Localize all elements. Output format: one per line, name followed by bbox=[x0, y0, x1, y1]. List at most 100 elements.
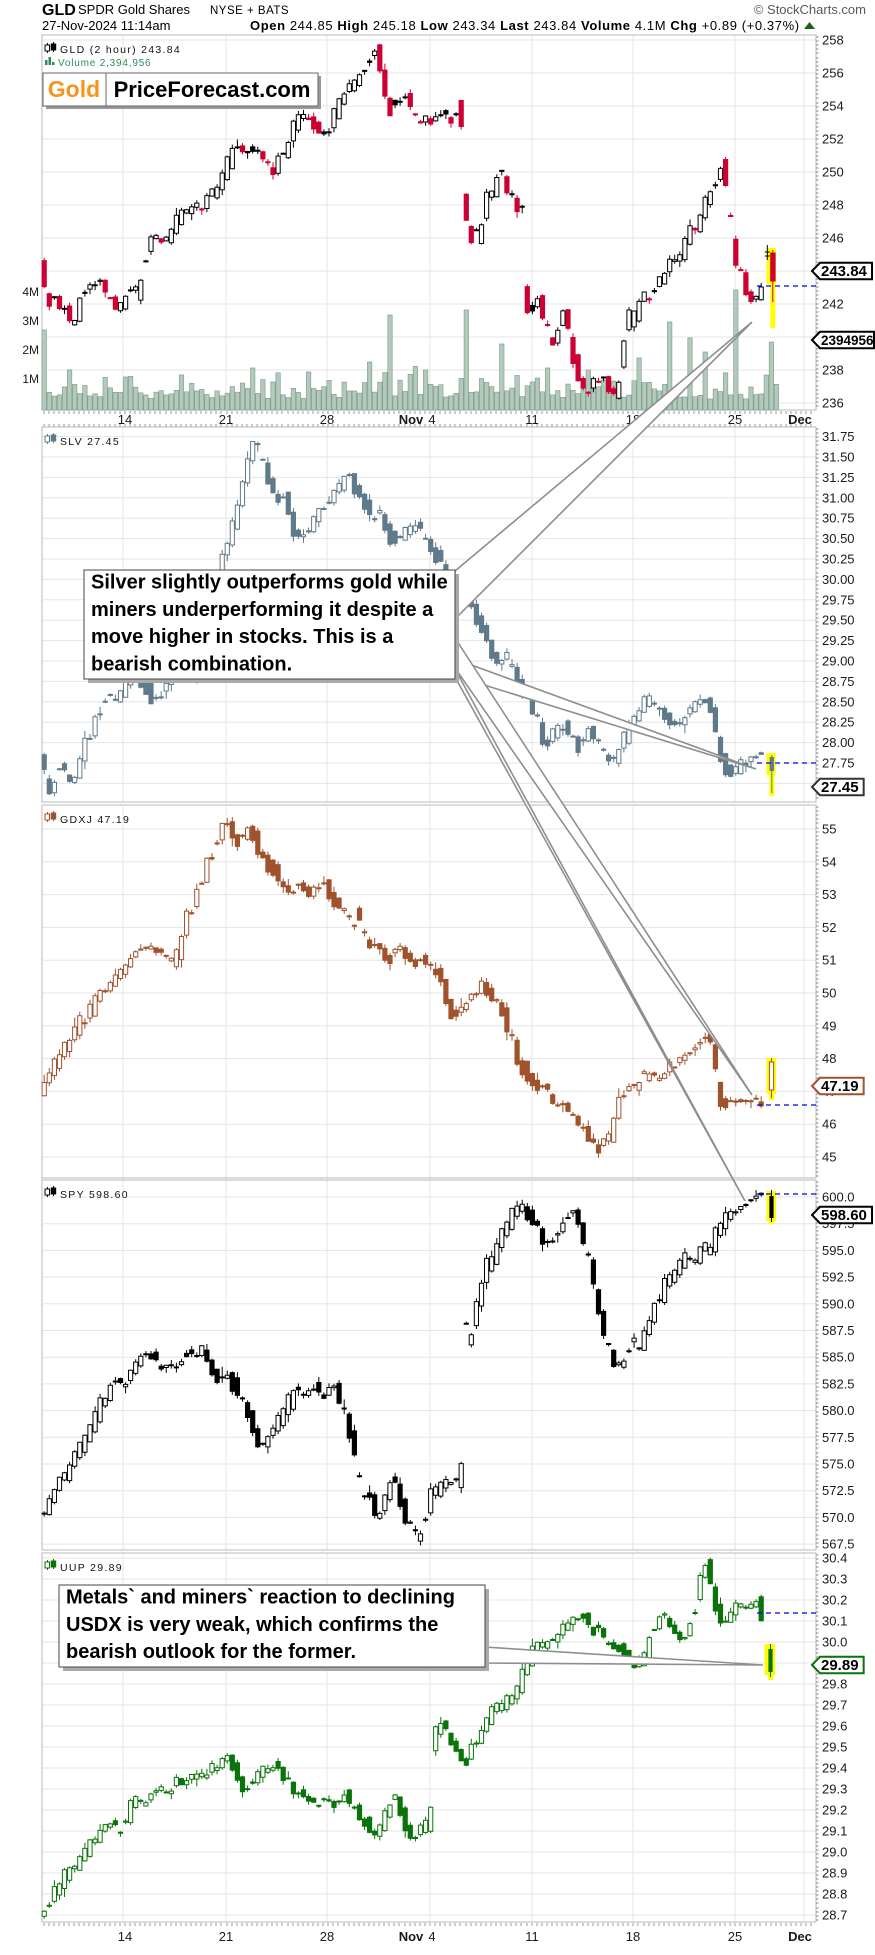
svg-text:bearish outlook for the former: bearish outlook for the former. bbox=[66, 1641, 356, 1663]
svg-text:54: 54 bbox=[822, 854, 836, 869]
svg-text:236: 236 bbox=[822, 396, 844, 411]
svg-text:Open 244.85 High 245.18 Low 24: Open 244.85 High 245.18 Low 243.34 Last … bbox=[250, 18, 800, 33]
svg-text:Volume 2,394,956: Volume 2,394,956 bbox=[58, 58, 151, 69]
svg-text:PriceForecast.com: PriceForecast.com bbox=[114, 77, 311, 102]
svg-text:590.0: 590.0 bbox=[822, 1296, 855, 1311]
svg-text:48: 48 bbox=[822, 1051, 836, 1066]
svg-text:567.5: 567.5 bbox=[822, 1537, 855, 1552]
svg-text:51: 51 bbox=[822, 953, 836, 968]
svg-text:598.60: 598.60 bbox=[821, 1207, 867, 1224]
svg-text:243.84: 243.84 bbox=[821, 263, 868, 280]
svg-text:21: 21 bbox=[219, 412, 233, 427]
svg-text:31.50: 31.50 bbox=[822, 450, 855, 465]
svg-text:2M: 2M bbox=[22, 343, 39, 357]
svg-text:2394956: 2394956 bbox=[821, 333, 874, 348]
svg-text:Nov: Nov bbox=[399, 412, 424, 427]
svg-text:242: 242 bbox=[822, 297, 844, 312]
svg-text:29.2: 29.2 bbox=[822, 1803, 847, 1818]
svg-text:29.8: 29.8 bbox=[822, 1677, 847, 1692]
svg-text:move higher in stocks. This is: move higher in stocks. This is a bbox=[91, 626, 394, 648]
svg-text:254: 254 bbox=[822, 99, 844, 114]
svg-text:256: 256 bbox=[822, 66, 844, 81]
svg-text:246: 246 bbox=[822, 231, 844, 246]
svg-text:30.50: 30.50 bbox=[822, 531, 855, 546]
svg-text:45: 45 bbox=[822, 1150, 836, 1165]
svg-text:GLD (2 hour) 243.84: GLD (2 hour) 243.84 bbox=[60, 44, 181, 56]
svg-text:21: 21 bbox=[219, 1929, 233, 1944]
svg-text:30.25: 30.25 bbox=[822, 552, 855, 567]
svg-text:28.50: 28.50 bbox=[822, 694, 855, 709]
svg-text:580.0: 580.0 bbox=[822, 1403, 855, 1418]
svg-text:11: 11 bbox=[525, 412, 539, 427]
svg-text:GDXJ 47.19: GDXJ 47.19 bbox=[60, 814, 130, 826]
svg-text:18: 18 bbox=[626, 1929, 640, 1944]
svg-text:29.50: 29.50 bbox=[822, 613, 855, 628]
svg-text:Dec: Dec bbox=[788, 412, 812, 427]
svg-text:14: 14 bbox=[118, 412, 132, 427]
svg-text:570.0: 570.0 bbox=[822, 1510, 855, 1525]
svg-text:30.75: 30.75 bbox=[822, 511, 855, 526]
svg-text:29.75: 29.75 bbox=[822, 592, 855, 607]
svg-text:582.5: 582.5 bbox=[822, 1376, 855, 1391]
svg-text:NYSE + BATS: NYSE + BATS bbox=[210, 5, 289, 17]
svg-text:29.6: 29.6 bbox=[822, 1719, 847, 1734]
svg-text:28: 28 bbox=[320, 412, 334, 427]
svg-text:30.4: 30.4 bbox=[822, 1551, 847, 1566]
svg-text:SPDR Gold Shares: SPDR Gold Shares bbox=[78, 2, 190, 17]
svg-text:258: 258 bbox=[822, 33, 844, 48]
svg-text:Nov: Nov bbox=[399, 1929, 424, 1944]
svg-text:28.9: 28.9 bbox=[822, 1866, 847, 1881]
svg-text:29.89: 29.89 bbox=[821, 1657, 859, 1674]
svg-text:572.5: 572.5 bbox=[822, 1483, 855, 1498]
svg-text:27.75: 27.75 bbox=[822, 756, 855, 771]
svg-text:25: 25 bbox=[728, 412, 742, 427]
svg-text:52: 52 bbox=[822, 920, 836, 935]
svg-text:250: 250 bbox=[822, 165, 844, 180]
svg-text:577.5: 577.5 bbox=[822, 1430, 855, 1445]
svg-text:30.0: 30.0 bbox=[822, 1635, 847, 1650]
svg-text:30.2: 30.2 bbox=[822, 1593, 847, 1608]
svg-text:29.1: 29.1 bbox=[822, 1824, 847, 1839]
svg-text:575.0: 575.0 bbox=[822, 1457, 855, 1472]
svg-text:585.0: 585.0 bbox=[822, 1350, 855, 1365]
svg-text:28.8: 28.8 bbox=[822, 1887, 847, 1902]
svg-text:595.0: 595.0 bbox=[822, 1243, 855, 1258]
svg-text:46: 46 bbox=[822, 1117, 836, 1132]
svg-text:29.4: 29.4 bbox=[822, 1761, 847, 1776]
svg-text:miners underperforming it desp: miners underperforming it despite a bbox=[91, 599, 434, 621]
svg-text:3M: 3M bbox=[22, 314, 39, 328]
svg-text:Gold: Gold bbox=[48, 76, 100, 102]
svg-text:248: 248 bbox=[822, 198, 844, 213]
svg-text:29.25: 29.25 bbox=[822, 633, 855, 648]
svg-text:Metals` and miners` reaction t: Metals` and miners` reaction to declinin… bbox=[66, 1587, 455, 1609]
svg-text:238: 238 bbox=[822, 363, 844, 378]
svg-text:4: 4 bbox=[428, 412, 435, 427]
svg-text:28.75: 28.75 bbox=[822, 674, 855, 689]
svg-text:592.5: 592.5 bbox=[822, 1270, 855, 1285]
svg-text:50: 50 bbox=[822, 986, 836, 1001]
svg-text:Dec: Dec bbox=[788, 1929, 812, 1944]
svg-text:30.1: 30.1 bbox=[822, 1614, 847, 1629]
svg-text:4M: 4M bbox=[22, 285, 39, 299]
svg-text:29.3: 29.3 bbox=[822, 1782, 847, 1797]
svg-text:29.7: 29.7 bbox=[822, 1698, 847, 1713]
svg-text:29.5: 29.5 bbox=[822, 1740, 847, 1755]
svg-text:bearish combination.: bearish combination. bbox=[91, 653, 292, 675]
svg-text:UUP 29.89: UUP 29.89 bbox=[60, 1562, 123, 1574]
svg-text:28: 28 bbox=[320, 1929, 334, 1944]
svg-text:4: 4 bbox=[428, 1929, 435, 1944]
svg-text:USDX is very weak, which confi: USDX is very weak, which confirms the bbox=[66, 1614, 438, 1636]
svg-text:29.0: 29.0 bbox=[822, 1845, 847, 1860]
svg-text:31.25: 31.25 bbox=[822, 470, 855, 485]
svg-text:Silver slightly outperforms go: Silver slightly outperforms gold while bbox=[91, 572, 448, 594]
svg-text:31.00: 31.00 bbox=[822, 490, 855, 505]
svg-text:587.5: 587.5 bbox=[822, 1323, 855, 1338]
svg-text:14: 14 bbox=[118, 1929, 132, 1944]
svg-text:28.7: 28.7 bbox=[822, 1908, 847, 1923]
svg-text:49: 49 bbox=[822, 1018, 836, 1033]
svg-text:25: 25 bbox=[728, 1929, 742, 1944]
svg-text:28.00: 28.00 bbox=[822, 735, 855, 750]
svg-text:31.75: 31.75 bbox=[822, 429, 855, 444]
svg-text:SLV 27.45: SLV 27.45 bbox=[60, 436, 120, 448]
svg-text:53: 53 bbox=[822, 887, 836, 902]
